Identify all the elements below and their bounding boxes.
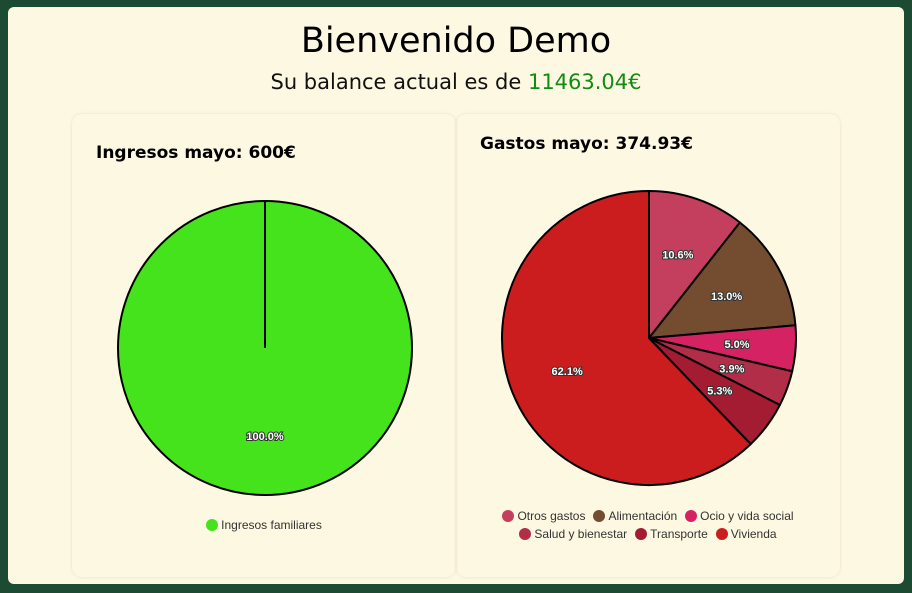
income-legend: Ingresos familiares [72, 516, 456, 534]
balance-value: 11463.04€ [527, 70, 642, 94]
legend-item-vivienda[interactable]: Vivienda [715, 525, 777, 543]
legend-label: Transporte [650, 527, 708, 541]
income-heading: Ingresos mayo: 600€ [96, 143, 296, 163]
legend-swatch [206, 519, 219, 531]
slice-label-salud-y-bienestar: 3.9% [719, 363, 744, 375]
expenses-heading: Gastos mayo: 374.93€ [480, 134, 693, 154]
legend-item-alimentacion[interactable]: Alimentación [593, 507, 677, 525]
slice-label-alimentacion: 13.0% [711, 291, 742, 303]
legend-swatch [502, 510, 515, 522]
expenses-card: Gastos mayo: 374.93€ 10.6% 13.0% 5.0% 3.9% 5… [456, 114, 840, 577]
legend-swatch [635, 528, 648, 540]
expenses-pie-chart: 10.6% 13.0% 5.0% 3.9% 5.3% 62.1% [501, 190, 797, 486]
pie-slice-vivienda[interactable] [501, 190, 752, 486]
legend-label: Ocio y vida social [700, 509, 794, 523]
slice-label-transporte: 5.3% [707, 386, 732, 398]
legend-item-otros-gastos[interactable]: Otros gastos [502, 507, 585, 525]
slice-label-ingresos-familiares: 100.0% [246, 431, 284, 443]
legend-label: Alimentación [608, 509, 678, 523]
income-card: Ingresos mayo: 600€ 100.0% Ingresos fami… [72, 114, 456, 577]
balance-line: Su balance actual es de 11463.04€ [8, 68, 904, 96]
legend-item-ocio-y-vida-social[interactable]: Ocio y vida social [685, 507, 794, 525]
legend-item-salud-y-bienestar[interactable]: Salud y bienestar [519, 525, 627, 543]
legend-label: Vivienda [730, 527, 777, 541]
legend-swatch [715, 528, 728, 540]
legend-item-ingresos-familiares[interactable]: Ingresos familiares [206, 516, 322, 534]
balance-label: Su balance actual es de [270, 70, 528, 94]
page-title: Bienvenido Demo [300, 21, 612, 61]
slice-label-ocio-y-vida-social: 5.0% [724, 339, 749, 351]
legend-label: Salud y bienestar [534, 527, 628, 541]
pie-slice-otros-gastos[interactable] [648, 190, 741, 339]
dashboard-panel: Bienvenido Demo Su balance actual es de … [8, 7, 904, 584]
legend-swatch [685, 510, 698, 522]
expenses-legend: Otros gastos Alimentación Ocio y vida soci… [456, 507, 840, 543]
legend-item-transporte[interactable]: Transporte [635, 525, 708, 543]
pie-slice-alimentacion[interactable] [648, 221, 797, 339]
legend-swatch [593, 510, 606, 522]
slice-label-otros-gastos: 10.6% [662, 250, 693, 262]
legend-swatch [519, 528, 532, 540]
slice-label-vivienda: 62.1% [552, 366, 583, 378]
legend-label: Otros gastos [517, 509, 586, 523]
legend-label: Ingresos familiares [221, 518, 322, 532]
income-pie-chart: 100.0% [117, 200, 413, 496]
